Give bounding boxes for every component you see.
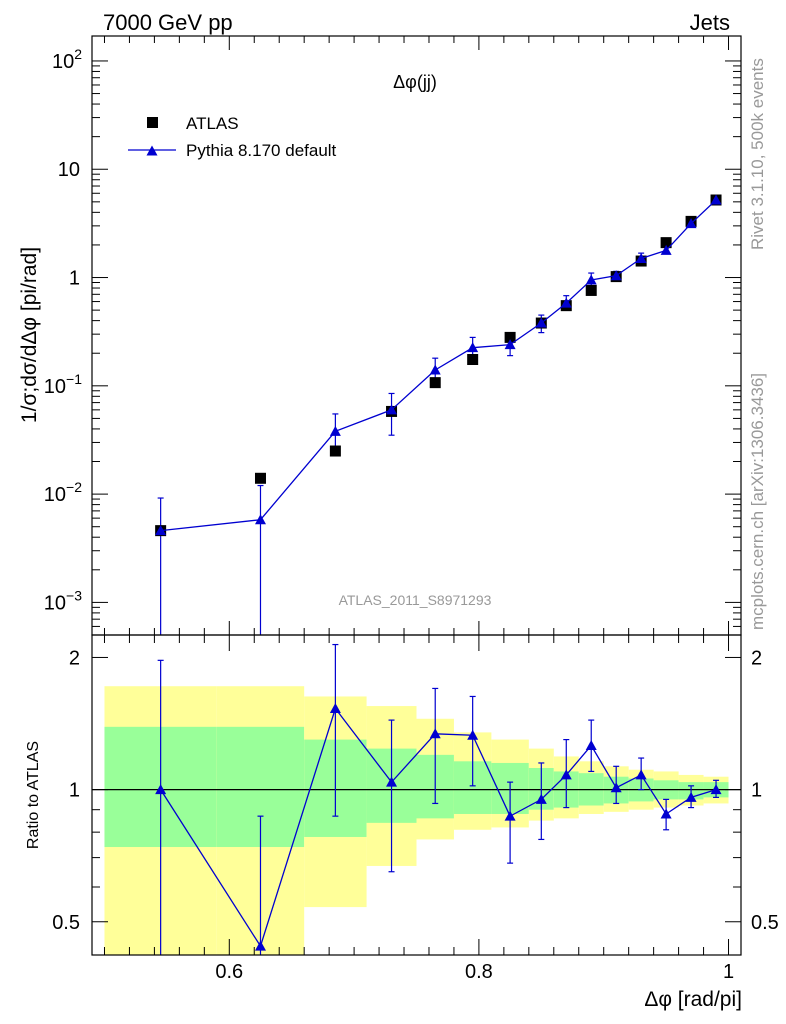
ratio-data-point — [710, 784, 722, 795]
ratio-data-point — [429, 728, 441, 739]
atlas-data-point — [329, 445, 341, 457]
mc-data-point — [710, 194, 722, 205]
atlas-data-point — [467, 354, 479, 366]
legend-atlas-marker — [147, 117, 158, 128]
ratio-data-point — [467, 729, 479, 740]
ratio-y-tick-label-right: 1 — [751, 780, 762, 802]
ratio-data-point — [329, 703, 341, 714]
mc-data-point — [660, 244, 672, 255]
atlas-data-point — [254, 472, 266, 484]
mc-data-point — [329, 425, 341, 436]
mc-data-point — [429, 364, 441, 375]
ratio-panel: 0.6 0.8 1 0.5 0.5 1 1 2 2 Ratio to ATLAS Δφ [rad… — [25, 634, 779, 1011]
main-y-tick-label: 102 — [52, 46, 82, 73]
main-y-tick-label: 1 — [69, 268, 80, 290]
main-plot-marks — [155, 194, 722, 635]
ratio-data-point — [685, 791, 697, 802]
ratio-y-tick-label-left: 2 — [69, 647, 80, 669]
plot-title: Δφ(jj) — [393, 72, 437, 92]
ratio-y-axis-label: Ratio to ATLAS — [25, 741, 42, 849]
main-y-tick-label: 10−1 — [44, 371, 82, 398]
legend-mc-label: Pythia 8.170 default — [186, 141, 337, 160]
ratio-uncertainty-bands — [92, 686, 741, 955]
main-y-tick-label: 10−2 — [44, 479, 82, 506]
legend-mc-marker — [146, 145, 158, 156]
mc-data-point — [467, 342, 479, 353]
ratio-data-point — [386, 776, 398, 787]
rivet-version-label: Rivet 3.1.10, 500k events — [748, 58, 767, 250]
mc-data-point — [535, 317, 547, 328]
x-tick-label: 0.8 — [465, 961, 493, 983]
ratio-data-point — [560, 769, 572, 780]
mc-data-point — [635, 252, 647, 263]
ratio-data-point — [585, 740, 597, 751]
mc-data-point — [155, 525, 167, 536]
ratio-plot-marks — [155, 643, 722, 955]
ratio-data-point — [504, 810, 516, 821]
mcplots-label: mcplots.cern.ch [arXiv:1306.3436] — [748, 373, 767, 630]
ratio-data-point — [155, 784, 167, 795]
mc-series-line — [160, 199, 717, 532]
main-y-axis-label: 1/σ;dσ/dΔφ [pi/rad] — [18, 247, 41, 423]
analysis-watermark: ATLAS_2011_S8971293 — [339, 592, 492, 608]
mc-data-point — [585, 274, 597, 285]
legend: ATLAS Pythia 8.170 default — [128, 114, 337, 160]
header-jets: Jets — [690, 10, 730, 35]
x-tick-label: 1 — [723, 961, 734, 983]
main-panel: 10−3 10−2 10−1 1 10 102 Δφ(jj) ATLAS_2011_S89… — [18, 35, 742, 636]
legend-atlas-label: ATLAS — [186, 114, 239, 133]
x-axis-label: Δφ [rad/pi] — [644, 988, 742, 1011]
mc-data-point — [610, 270, 622, 281]
ratio-data-point — [660, 808, 672, 819]
atlas-data-point — [585, 284, 597, 296]
mc-data-point — [386, 404, 398, 415]
main-y-tick-label: 10−3 — [44, 587, 82, 614]
atlas-data-point — [504, 331, 516, 343]
x-tick-label: 0.6 — [215, 961, 243, 983]
ratio-axes: 0.6 0.8 1 0.5 0.5 1 1 2 2 — [52, 635, 779, 983]
header-energy: 7000 GeV pp — [103, 10, 233, 35]
main-y-tick-label: 10 — [58, 159, 80, 181]
ratio-y-tick-label-right: 2 — [751, 647, 762, 669]
atlas-data-point — [429, 377, 441, 389]
atlas-data-point — [660, 237, 672, 249]
ratio-data-point — [635, 769, 647, 780]
ratio-data-point — [610, 782, 622, 793]
main-axes: 10−3 10−2 10−1 1 10 102 — [44, 36, 741, 636]
mc-data-point — [560, 297, 572, 308]
mc-data-point — [685, 218, 697, 229]
ratio-data-point — [254, 940, 266, 951]
ratio-frame — [91, 634, 742, 956]
ratio-y-tick-label-right: 0.5 — [751, 912, 779, 934]
mc-data-point — [254, 514, 266, 525]
mc-data-point — [504, 339, 516, 350]
ratio-y-tick-label-left: 0.5 — [52, 912, 80, 934]
ratio-data-point — [535, 793, 547, 804]
ratio-y-tick-label-left: 1 — [69, 780, 80, 802]
